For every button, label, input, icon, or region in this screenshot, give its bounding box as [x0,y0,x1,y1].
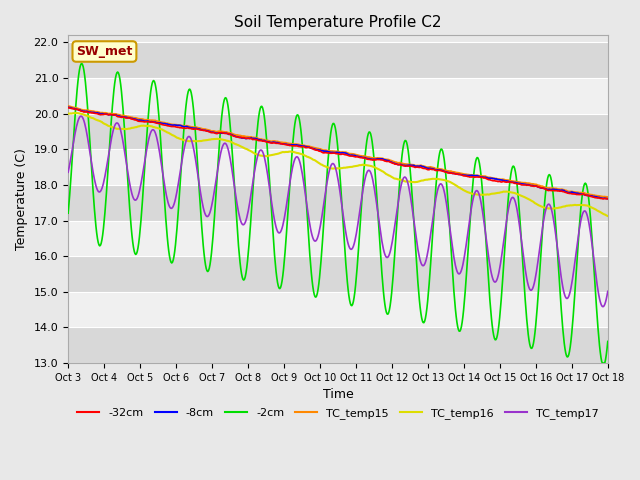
-8cm [604,196,612,202]
Bar [68,256,608,292]
Line: -2cm: -2cm [68,63,608,363]
-32cm [130,117,138,122]
-32cm [419,166,427,171]
-2cm [420,320,428,325]
-32cm [64,105,72,111]
TC_temp17 [131,197,138,203]
-2cm [598,360,606,366]
Bar [68,220,608,256]
TC_temp16 [420,177,428,183]
TC_temp17 [600,304,607,310]
-32cm [213,131,221,136]
-2cm [214,168,221,174]
TC_temp16 [64,111,72,117]
-8cm [184,124,192,130]
TC_temp16 [404,179,412,184]
TC_temp15 [130,115,138,121]
Text: SW_met: SW_met [76,45,132,58]
TC_temp16 [214,136,221,142]
TC_temp17 [64,169,72,175]
Bar [68,114,608,149]
Legend: -32cm, -8cm, -2cm, TC_temp15, TC_temp16, TC_temp17: -32cm, -8cm, -2cm, TC_temp15, TC_temp16,… [73,403,603,423]
Line: -8cm: -8cm [68,107,608,199]
TC_temp17 [77,113,84,119]
TC_temp15 [604,194,612,200]
-8cm [74,107,82,112]
TC_temp15 [603,194,611,200]
TC_temp15 [74,106,82,111]
Line: -32cm: -32cm [68,108,608,199]
TC_temp16 [75,110,83,116]
X-axis label: Time: Time [323,388,353,401]
Bar [68,327,608,363]
-2cm [404,147,412,153]
TC_temp15 [184,123,192,129]
-32cm [74,107,82,112]
Bar [68,292,608,327]
-8cm [213,130,221,136]
-8cm [64,104,72,110]
-2cm [78,60,86,66]
TC_temp17 [74,118,82,124]
-8cm [419,164,427,169]
TC_temp17 [420,263,428,268]
TC_temp15 [213,129,221,135]
TC_temp17 [185,133,193,139]
TC_temp16 [72,110,79,116]
TC_temp15 [64,103,72,109]
-32cm [184,125,192,131]
TC_temp17 [214,168,221,174]
Line: TC_temp17: TC_temp17 [68,116,608,307]
TC_temp16 [604,213,612,219]
TC_temp15 [419,163,427,169]
Line: TC_temp15: TC_temp15 [68,106,608,197]
Bar [68,185,608,220]
-32cm [604,196,612,202]
-2cm [185,87,193,93]
Bar [68,78,608,114]
-2cm [74,79,82,84]
-2cm [64,210,72,216]
-2cm [604,338,612,344]
Line: TC_temp16: TC_temp16 [68,113,608,216]
-8cm [404,163,412,168]
Bar [68,42,608,78]
Y-axis label: Temperature (C): Temperature (C) [15,148,28,250]
TC_temp17 [604,288,612,294]
Bar [68,149,608,185]
-2cm [131,248,138,254]
-8cm [603,196,611,202]
TC_temp16 [131,125,138,131]
TC_temp17 [404,181,412,187]
-8cm [130,116,138,122]
Title: Soil Temperature Profile C2: Soil Temperature Profile C2 [234,15,442,30]
TC_temp15 [404,161,412,167]
TC_temp16 [185,138,193,144]
-32cm [404,163,412,169]
